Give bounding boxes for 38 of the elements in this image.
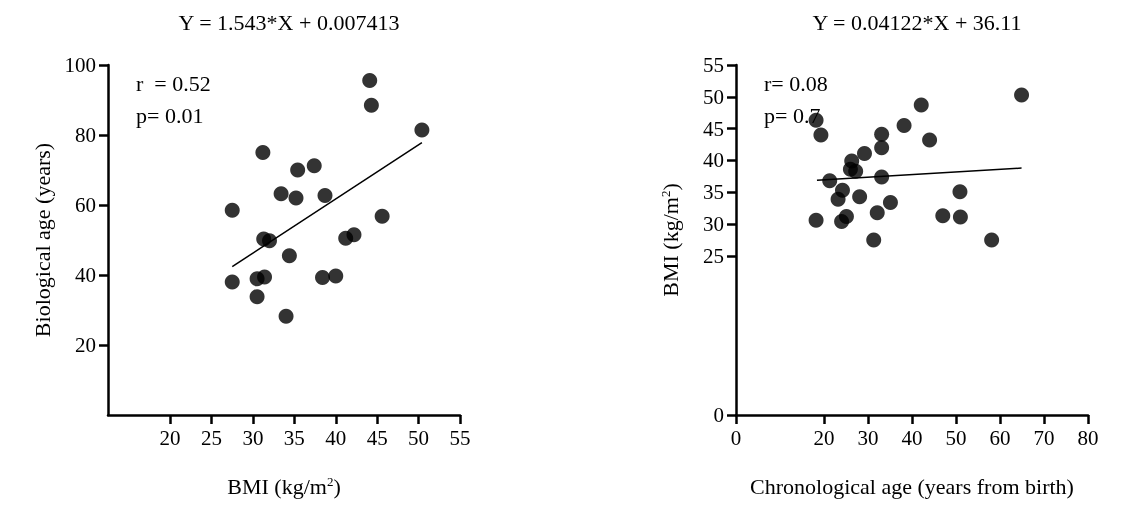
x-tick-label: 50 bbox=[408, 425, 430, 450]
x-tick-label: 80 bbox=[1077, 425, 1099, 450]
x-tick-label: 30 bbox=[857, 425, 879, 450]
x-tick-label: 70 bbox=[1033, 425, 1055, 450]
y-tick-label: 80 bbox=[75, 123, 96, 147]
y-tick-label: 100 bbox=[64, 53, 96, 77]
x-tick-label: 40 bbox=[901, 425, 923, 450]
y-tick-label: 60 bbox=[75, 193, 96, 217]
annotation: p= 0.01 bbox=[136, 102, 204, 128]
y-tick-label: 40 bbox=[703, 148, 724, 173]
y-axis-title: Biological age (years) bbox=[29, 142, 55, 338]
y-tick-label: 40 bbox=[75, 263, 96, 287]
x-tick-label: 0 bbox=[730, 425, 742, 450]
y-tick-label: 20 bbox=[75, 333, 96, 357]
annotation: r= 0.08 bbox=[764, 70, 828, 96]
x-tick-label: 30 bbox=[242, 425, 264, 450]
y-tick-label: 50 bbox=[703, 84, 724, 109]
annotation: p= 0.7 bbox=[764, 102, 821, 128]
x-axis-title: Chronological age (years from birth) bbox=[750, 473, 1074, 499]
x-tick-label: 45 bbox=[366, 425, 388, 450]
x-tick-label: 20 bbox=[159, 425, 181, 450]
x-tick-label: 50 bbox=[945, 425, 967, 450]
chart-title: Y = 0.04122*X + 36.11 bbox=[812, 9, 1022, 35]
y-tick-label: 0 bbox=[713, 403, 724, 427]
y-tick-label: 35 bbox=[703, 180, 724, 205]
chart-title: Y = 1.543*X + 0.007413 bbox=[178, 9, 400, 35]
x-tick-label: 25 bbox=[201, 425, 223, 450]
x-tick-label: 55 bbox=[449, 425, 471, 450]
x-tick-label: 60 bbox=[989, 425, 1011, 450]
annotation: r = 0.52 bbox=[136, 70, 211, 96]
y-tick-label: 45 bbox=[703, 116, 724, 141]
x-tick-label: 40 bbox=[325, 425, 347, 450]
y-tick-label: 30 bbox=[703, 212, 724, 237]
x-tick-label: 20 bbox=[813, 425, 835, 450]
y-tick-label: 25 bbox=[703, 243, 724, 268]
y-axis-title: BMI (kg/m2) bbox=[657, 183, 683, 297]
y-tick-label: 55 bbox=[703, 53, 724, 77]
x-tick-label: 35 bbox=[283, 425, 305, 450]
